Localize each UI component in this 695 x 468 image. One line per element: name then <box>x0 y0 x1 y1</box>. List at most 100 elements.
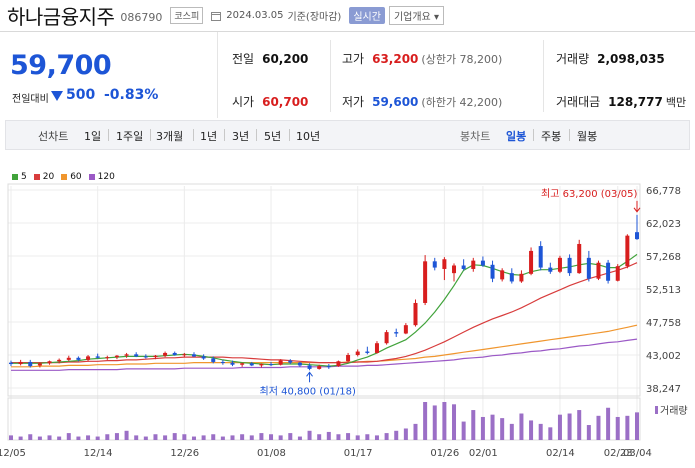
chart-annotations: 최고 63,200 (03/05) 최저 40,800 (01/18) <box>260 188 641 397</box>
candle-monthly-button[interactable]: 월봉 <box>577 130 598 143</box>
candle-body <box>240 363 245 365</box>
volume-bar <box>172 433 177 440</box>
candle <box>538 241 543 271</box>
candle <box>288 359 293 365</box>
candle-body <box>500 270 505 280</box>
y-tick-label: 43,002 <box>646 351 681 362</box>
candle <box>230 360 235 367</box>
volume-bars <box>9 402 639 440</box>
candle <box>240 362 245 367</box>
candle-body <box>220 361 225 363</box>
candle-body <box>346 355 351 362</box>
candle-body <box>432 261 437 268</box>
y-tick-label: 66,778 <box>646 186 681 197</box>
volume-bar <box>201 435 206 440</box>
candle <box>509 268 514 284</box>
candle <box>114 355 119 360</box>
divider <box>330 40 331 112</box>
candles <box>9 214 639 371</box>
candle-body <box>153 355 158 358</box>
divider <box>543 40 544 112</box>
candle-weekly-button[interactable]: 주봉 <box>541 130 562 143</box>
candle-body <box>577 243 582 274</box>
candle-body <box>403 325 408 334</box>
candle <box>635 214 639 240</box>
period-1w-button[interactable]: 1주일 <box>116 130 144 143</box>
period-1y-button[interactable]: 1년 <box>200 130 218 143</box>
candle-body <box>249 363 254 366</box>
period-3m-button[interactable]: 3개월 <box>156 130 184 143</box>
divider <box>150 129 151 141</box>
candle <box>143 354 148 359</box>
candle <box>394 328 399 337</box>
candle-body <box>66 357 71 360</box>
candle-body <box>538 246 543 268</box>
volume-bar <box>471 410 476 440</box>
stock-code: 086790 <box>120 10 163 24</box>
y-tick-label: 38,247 <box>646 384 681 395</box>
stock-name: 하나금융지주 <box>7 5 115 29</box>
candle-body <box>557 257 562 272</box>
price-pane-frame <box>7 183 641 397</box>
price-panel: 59,700 전일대비 500 -0.83% <box>0 32 218 118</box>
x-tick-label: 12/26 <box>170 448 199 459</box>
volume-bar <box>211 434 216 440</box>
chart-grid <box>7 183 641 441</box>
stat-high: 고가 63,200 (상한가 78,200) <box>342 50 502 67</box>
divider <box>289 129 290 141</box>
candle <box>66 355 71 362</box>
candle-body <box>163 352 168 356</box>
volume-bar <box>384 433 389 440</box>
volume-bar <box>403 428 408 440</box>
candle <box>201 354 206 360</box>
candle <box>606 259 611 284</box>
candle-body <box>9 362 13 365</box>
candle-body <box>461 265 466 269</box>
amount-unit: 백만 <box>665 96 687 109</box>
ma20-line <box>11 262 638 364</box>
volume-bar <box>490 414 495 440</box>
legend-item-ma60[interactable]: 60 <box>61 172 82 182</box>
company-overview-dropdown[interactable]: 기업개요 ▾ <box>388 6 444 25</box>
volume-bar <box>37 436 42 440</box>
legend-label: 20 <box>42 172 55 182</box>
period-10y-button[interactable]: 10년 <box>296 130 321 143</box>
period-1d-button[interactable]: 1일 <box>84 130 102 143</box>
candle <box>596 260 601 281</box>
legend-swatch <box>33 173 40 180</box>
candle <box>615 264 620 282</box>
volume-bar <box>423 402 428 440</box>
market-badge: 코스피 <box>170 7 204 24</box>
candle <box>18 359 23 366</box>
divider <box>256 129 257 141</box>
candle <box>211 356 216 364</box>
period-5y-button[interactable]: 5년 <box>264 130 282 143</box>
stat-value: 2,098,035 <box>597 52 665 66</box>
candle <box>403 323 408 335</box>
volume-bar <box>86 435 91 440</box>
candle-body <box>269 364 274 366</box>
legend-label: 120 <box>97 172 115 182</box>
legend-item-ma20[interactable]: 20 <box>33 172 55 182</box>
period-3y-button[interactable]: 3년 <box>232 130 250 143</box>
candle <box>567 254 572 276</box>
stat-label: 시가 <box>232 95 255 109</box>
candle <box>28 359 33 368</box>
volume-bar <box>365 434 370 440</box>
candle <box>365 346 370 355</box>
stat-open: 시가 60,700 <box>232 93 308 110</box>
legend-item-ma5[interactable]: 5 <box>12 172 27 182</box>
candle-daily-button[interactable]: 일봉 <box>506 130 527 143</box>
stat-label: 저가 <box>342 95 365 109</box>
realtime-button[interactable]: 실시간 <box>349 7 385 24</box>
candle <box>490 260 495 283</box>
stat-value: 128,777 <box>608 95 663 109</box>
current-price: 59,700 <box>10 50 112 81</box>
volume-bar <box>557 414 562 440</box>
legend-item-ma120[interactable]: 120 <box>88 172 115 182</box>
candle <box>9 360 13 367</box>
high-arrowhead-icon <box>633 207 641 213</box>
upper-limit: (상한가 78,200) <box>421 53 503 66</box>
volume-bar <box>317 434 322 440</box>
